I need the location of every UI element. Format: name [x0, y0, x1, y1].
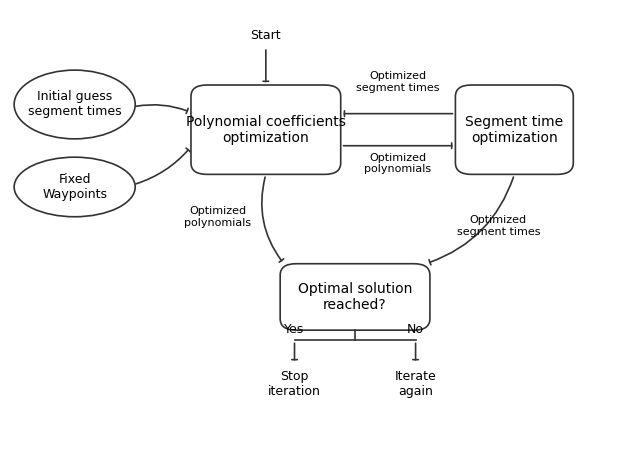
Text: Stop
iteration: Stop iteration — [268, 370, 321, 398]
FancyBboxPatch shape — [191, 85, 340, 174]
Ellipse shape — [14, 70, 135, 139]
Text: Optimized
segment times: Optimized segment times — [356, 71, 440, 93]
Text: Initial guess
segment times: Initial guess segment times — [28, 90, 122, 118]
Text: Fixed
Waypoints: Fixed Waypoints — [42, 173, 107, 201]
Text: No: No — [407, 323, 424, 336]
Text: Polynomial coefficients
optimization: Polynomial coefficients optimization — [186, 115, 346, 145]
Text: Segment time
optimization: Segment time optimization — [465, 115, 563, 145]
Text: Optimized
polynomials: Optimized polynomials — [364, 153, 431, 174]
Text: Optimal solution
reached?: Optimal solution reached? — [298, 282, 412, 312]
Ellipse shape — [14, 157, 135, 217]
Text: Optimized
polynomials: Optimized polynomials — [184, 206, 252, 228]
Text: Optimized
segment times: Optimized segment times — [457, 215, 540, 236]
FancyBboxPatch shape — [456, 85, 573, 174]
Text: Start: Start — [250, 29, 281, 41]
Text: Yes: Yes — [284, 323, 305, 336]
Text: Iterate
again: Iterate again — [395, 370, 436, 398]
FancyBboxPatch shape — [280, 264, 430, 330]
